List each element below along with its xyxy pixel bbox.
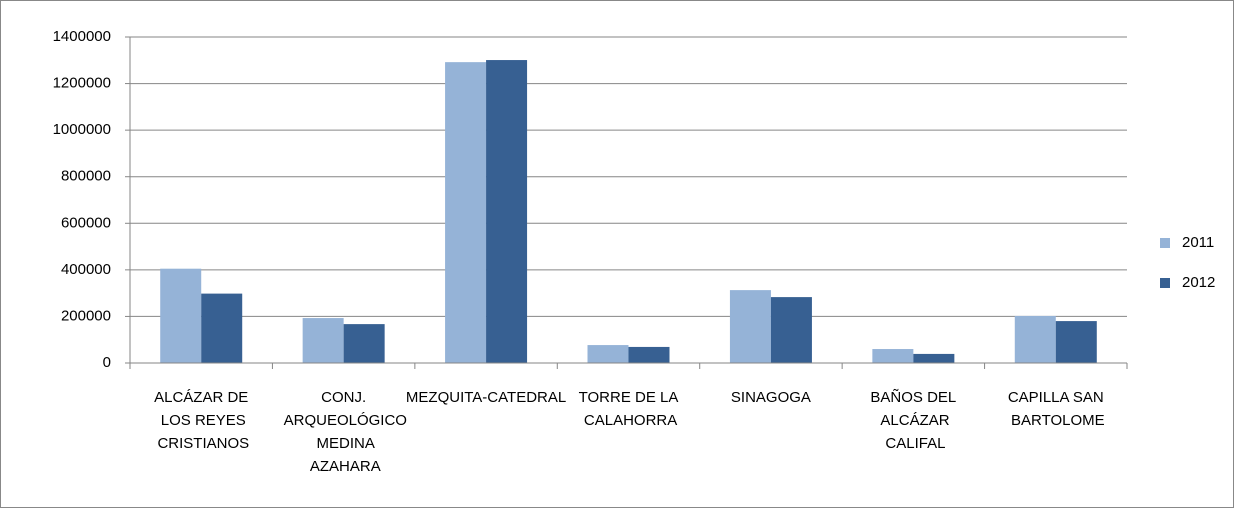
legend-swatch	[1160, 238, 1170, 248]
bar	[729, 290, 771, 363]
bar	[1055, 321, 1097, 363]
bar	[587, 345, 629, 363]
bar	[872, 349, 914, 363]
x-tick-label: CAPILLA SAN BARTOLOME	[1007, 389, 1105, 429]
y-tick-label: 1400000	[53, 28, 111, 45]
bar	[913, 353, 955, 363]
x-tick-label: ALCÁZAR DE LOS REYES CRISTIANOS	[153, 389, 249, 452]
y-tick-label: 0	[103, 354, 111, 371]
y-tick-label: 1000000	[53, 121, 111, 138]
y-tick-label: 600000	[61, 214, 111, 231]
legend-label: 2011	[1182, 234, 1214, 251]
bar	[1014, 315, 1056, 363]
x-tick-label: BAÑOS DEL ALCÁZAR CALIFAL	[870, 389, 956, 452]
legend-label: 2012	[1182, 274, 1215, 291]
bar	[201, 293, 243, 363]
bar	[343, 324, 385, 363]
x-tick-label: CONJ. ARQUEOLÓGICO MEDINA AZAHARA	[280, 389, 407, 475]
y-tick-label: 400000	[61, 261, 111, 278]
y-tick-label: 800000	[61, 168, 111, 185]
bar	[486, 60, 528, 363]
bar	[628, 346, 670, 363]
x-tick-label: TORRE DE LA CALAHORRA	[579, 389, 679, 429]
y-tick-label: 200000	[61, 307, 111, 324]
x-tick-label: SINAGOGA	[731, 389, 811, 406]
bar	[770, 297, 812, 363]
legend-swatch	[1160, 278, 1170, 288]
bar	[445, 62, 487, 364]
bar	[302, 318, 344, 363]
y-tick-label: 1200000	[53, 75, 111, 92]
x-tick-label: MEZQUITA-CATEDRAL	[406, 389, 566, 406]
bar	[160, 268, 202, 363]
